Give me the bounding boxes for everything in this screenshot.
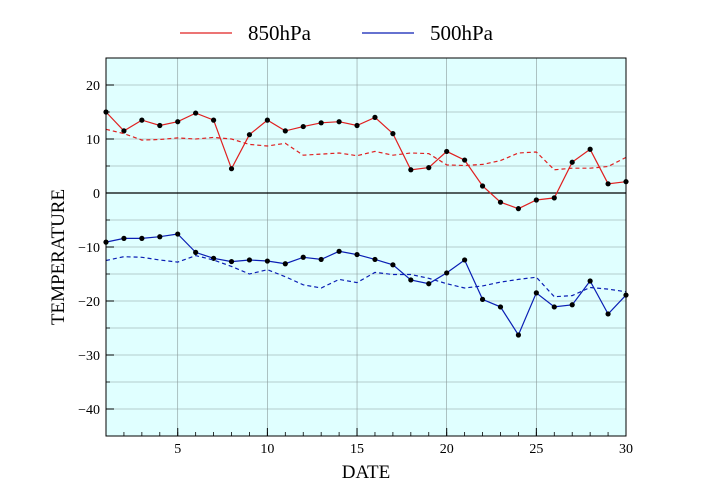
x-axis-title: DATE [342,462,391,483]
data-point [354,122,360,129]
x-tick-label: 25 [529,442,543,457]
data-point [318,120,324,126]
series-line [105,233,627,337]
data-point [139,235,145,241]
y-tick-label: −20 [78,295,100,310]
data-point [121,128,127,134]
data-point [587,146,593,152]
data-point [282,261,288,267]
y-tick-label: 20 [86,79,100,94]
legend-label: 850hPa [248,21,312,45]
data-point [246,132,253,138]
data-point [569,159,575,165]
dashed-series-line [105,254,627,298]
y-axis-title: TEMPERATURE [48,189,69,325]
data-point [479,183,486,189]
y-axis-ticks: −40 −30 −20 −10 0 10 20 [78,57,114,437]
data-point [121,235,127,241]
legend-label: 500hPa [430,21,494,45]
data-point [444,270,450,276]
series-reference-3 [105,254,627,298]
data-point [479,296,486,302]
data-point [336,248,342,254]
x-axis-ticks: 5 10 15 20 25 30 [105,428,633,457]
data-point [175,231,181,237]
dashed-series-line [105,128,627,171]
y-tick-label: 10 [86,133,100,148]
data-point [408,167,414,173]
data-point [372,256,378,263]
y-tick-label: −30 [78,349,100,364]
data-point [228,258,235,265]
x-tick-label: 10 [260,442,274,457]
x-tick-label: 20 [440,442,454,457]
data-point [300,123,306,130]
data-point [408,277,414,283]
x-tick-label: 15 [350,442,364,457]
data-point [157,234,163,240]
data-point [551,195,557,201]
data-point [264,258,270,264]
data-point [569,302,575,308]
series-850hPa [103,109,629,212]
data-point [605,311,611,317]
series-500hPa [103,231,629,338]
data-point [300,254,306,260]
data-point [264,117,270,123]
data-point [390,262,396,268]
data-point [139,117,145,123]
series-reference-1 [105,128,627,171]
data-point [157,122,163,129]
data-point [193,249,199,255]
data-point [282,128,288,134]
data-point [462,157,468,163]
data-point [533,197,539,203]
y-tick-label: −10 [78,241,100,256]
data-point [497,304,504,310]
x-tick-label: 5 [174,442,181,457]
data-point [497,199,504,205]
legend: 850hPa 500hPa [180,21,494,45]
x-tick-label: 30 [619,442,633,457]
data-point [605,181,611,187]
series-layer [103,109,629,338]
data-point [426,165,432,171]
data-point [551,304,557,310]
data-point [372,114,378,120]
data-point [587,278,593,284]
data-point [426,281,432,287]
data-point [462,257,468,263]
data-point [193,110,199,116]
data-point [228,166,235,172]
data-point [336,119,342,125]
data-point [515,332,522,338]
series-line [105,111,627,210]
data-point [515,206,522,212]
data-point [533,290,539,296]
y-tick-label: 0 [93,187,100,202]
data-point [390,131,396,137]
data-point [246,257,253,263]
data-point [444,148,450,155]
data-point [175,119,181,125]
data-point [318,256,324,263]
data-point [354,251,360,258]
y-tick-label: −40 [78,403,100,418]
data-point [210,117,217,123]
